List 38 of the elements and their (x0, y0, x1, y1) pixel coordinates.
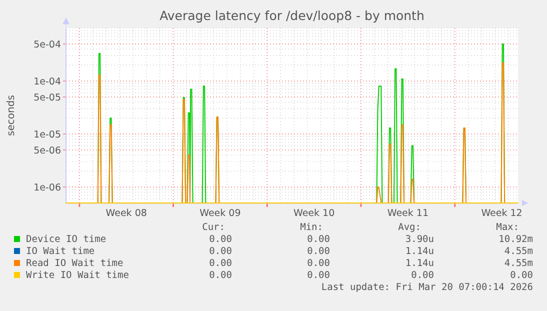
x-tick-label: Week 08 (106, 208, 147, 219)
text: 10.92m (498, 234, 534, 245)
text: Max: (496, 222, 519, 233)
text: 4.55m (504, 258, 534, 269)
text: Avg: (398, 222, 421, 233)
text: 0.00 (510, 270, 534, 281)
legend-label: IO Wait time (26, 246, 95, 257)
text: 0.00 (307, 258, 330, 269)
text: Last update: Fri Mar 20 07:00:14 2026 (321, 282, 534, 293)
x-tick-label: Week 09 (200, 208, 241, 219)
text: 0.00 (209, 258, 232, 269)
text: 0.00 (307, 246, 330, 257)
y-tick-label: 5e-06 (34, 145, 61, 156)
y-tick-label: 5e-05 (34, 92, 61, 104)
legend-label: Read IO Wait time (26, 258, 124, 269)
text: 1.14u (405, 258, 434, 269)
y-tick-label: 1e-06 (34, 182, 61, 194)
text: 3.90u (405, 234, 434, 245)
legend-label: Write IO Wait time (26, 270, 130, 281)
text: 0.00 (209, 270, 232, 281)
text: Min: (300, 222, 323, 233)
y-tick-label: 5e-04 (34, 39, 61, 50)
x-tick-label: Week 10 (294, 208, 335, 219)
text: 0.00 (209, 246, 232, 257)
y-tick-label: 1e-05 (34, 129, 61, 140)
y-tick-label: 1e-04 (34, 76, 61, 88)
x-tick-label: Week 12 (481, 208, 522, 219)
chart-title: Average latency for /dev/loop8 - by month (160, 8, 424, 23)
x-tick-label: Week 11 (387, 208, 429, 219)
text: 0.00 (411, 270, 434, 281)
y-axis-title: seconds (6, 95, 17, 136)
text: 0.00 (209, 234, 232, 245)
text: 1.14u (405, 246, 434, 257)
legend-label: Device IO time (26, 234, 106, 245)
text: Cur: (202, 222, 225, 233)
text: 0.00 (307, 270, 330, 281)
text: 4.55m (504, 246, 534, 257)
text: 0.00 (307, 234, 330, 245)
